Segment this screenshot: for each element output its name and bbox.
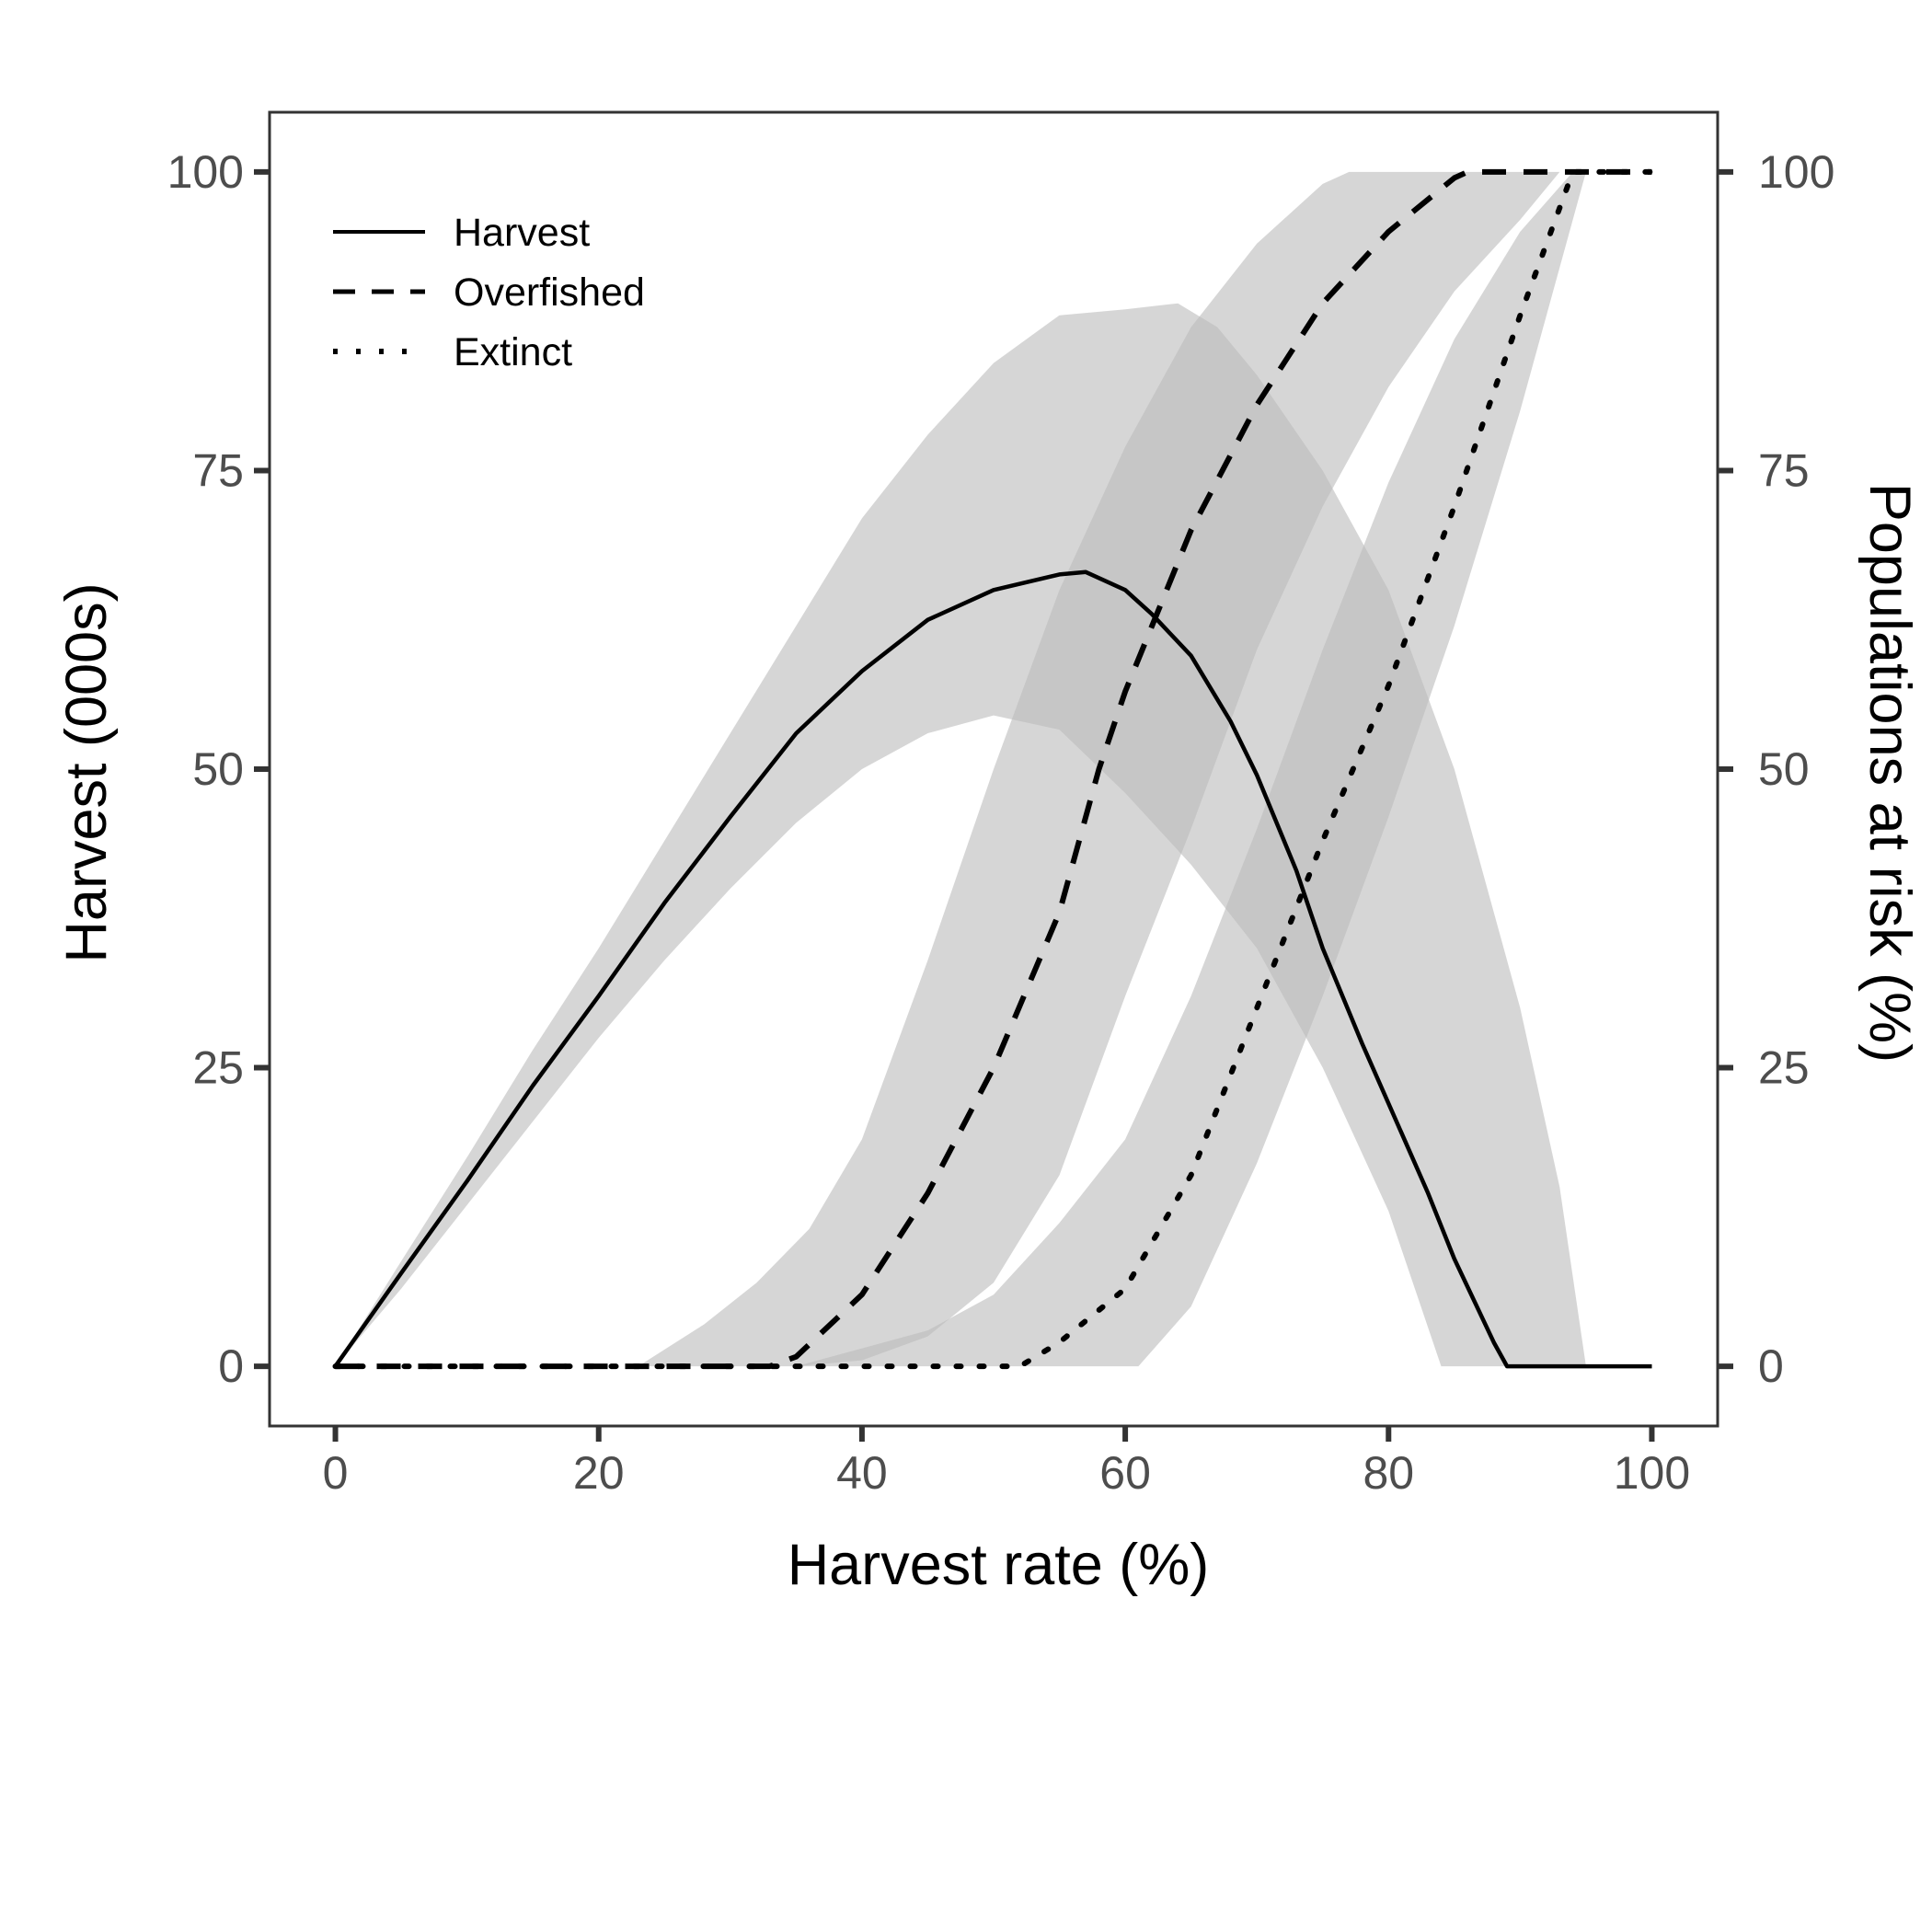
legend-label-harvest: Harvest bbox=[454, 211, 590, 255]
y-right-tick-label: 0 bbox=[1758, 1340, 1784, 1392]
y-axis-right-title: Populations at risk (%) bbox=[1857, 483, 1922, 1063]
y-axis-left: 0 25 50 75 100 bbox=[167, 146, 270, 1392]
y-right-tick-label: 25 bbox=[1758, 1042, 1810, 1094]
x-tick-label: 80 bbox=[1363, 1447, 1414, 1499]
y-right-tick-label: 50 bbox=[1758, 743, 1810, 795]
series-lines bbox=[332, 168, 1655, 1370]
y-left-tick-label: 100 bbox=[167, 146, 244, 198]
x-tick-label: 40 bbox=[836, 1447, 888, 1499]
x-tick-label: 60 bbox=[1099, 1447, 1151, 1499]
y-right-tick-label: 75 bbox=[1758, 444, 1810, 496]
x-axis: 0 20 40 60 80 100 bbox=[323, 1426, 1690, 1499]
extinct-line bbox=[332, 168, 1655, 1370]
overfished-line bbox=[335, 168, 1652, 1370]
y-axis-left-title: Harvest (000s) bbox=[54, 582, 119, 962]
x-tick-label: 0 bbox=[323, 1447, 349, 1499]
extinct-band bbox=[796, 171, 1586, 1367]
y-axis-right: 0 25 50 75 100 bbox=[1718, 146, 1834, 1392]
legend-label-overfished: Overfished bbox=[454, 270, 645, 315]
y-left-tick-label: 0 bbox=[218, 1340, 244, 1392]
y-left-tick-label: 25 bbox=[192, 1042, 244, 1094]
legend: Harvest Overfished Extinct bbox=[333, 211, 645, 374]
harvest-line bbox=[333, 569, 1652, 1369]
y-left-tick-label: 75 bbox=[192, 444, 244, 496]
y-left-tick-label: 50 bbox=[192, 743, 244, 795]
y-right-tick-label: 100 bbox=[1758, 146, 1834, 198]
legend-label-extinct: Extinct bbox=[454, 330, 572, 374]
x-tick-label: 100 bbox=[1614, 1447, 1690, 1499]
x-axis-title: Harvest rate (%) bbox=[788, 1533, 1210, 1597]
x-tick-label: 20 bbox=[573, 1447, 625, 1499]
